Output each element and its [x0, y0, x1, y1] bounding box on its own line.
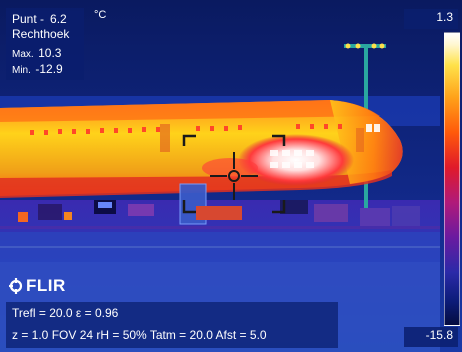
spot-value: 6.2: [50, 12, 67, 26]
scale-max-value: 1.3: [404, 9, 458, 29]
temperature-unit: °C: [94, 9, 107, 21]
brand-name: FLIR: [26, 276, 66, 295]
reflection-emissivity-params: Trefl = 20.0 ε = 0.96: [12, 306, 119, 320]
min-value: -12.9: [35, 62, 63, 76]
max-value: 10.3: [38, 46, 62, 60]
temperature-scale-bar: [444, 32, 460, 326]
flir-logo-icon: [9, 278, 23, 294]
camera-parameters-box: Trefl = 20.0 ε = 0.96 z = 1.0 FOV 24 rH …: [6, 302, 338, 348]
spot-reading: Punt - 6.2: [12, 12, 67, 26]
measurement-info-box: Punt - 6.2 Rechthoek Max. 10.3 Min. -12.9: [6, 8, 84, 80]
min-reading: Min. -12.9: [12, 60, 63, 78]
scale-min-value: -15.8: [404, 327, 458, 347]
brand-logo: FLIR: [8, 276, 66, 296]
optics-atmosphere-params: z = 1.0 FOV 24 rH = 50% Tatm = 20.0 Afst…: [12, 328, 267, 342]
spot-label: Punt -: [12, 12, 45, 26]
max-reading: Max. 10.3: [12, 44, 61, 62]
area-shape-label: Rechthoek: [12, 27, 70, 41]
min-label: Min.: [12, 65, 31, 76]
max-label: Max.: [12, 49, 34, 60]
